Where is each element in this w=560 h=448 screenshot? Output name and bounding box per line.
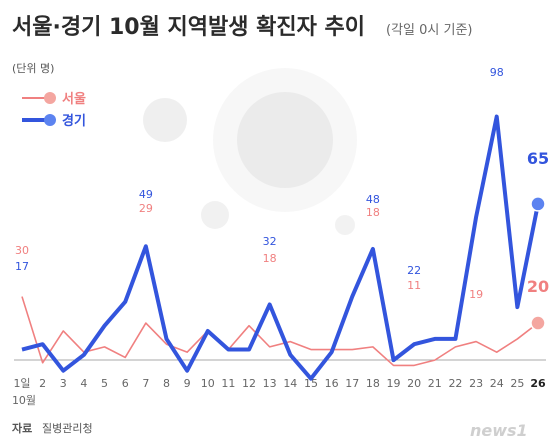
x-tick-label: 15 — [304, 377, 318, 390]
source-label: 자료 — [12, 421, 32, 435]
source-name: 질병관리청 — [42, 422, 93, 435]
virus-small-icon — [201, 201, 229, 229]
legend-marker-seoul — [44, 92, 56, 104]
x-tick-label: 3 — [60, 377, 67, 390]
data-label-seoul: 29 — [139, 202, 153, 215]
x-tick-label: 5 — [101, 377, 108, 390]
legend-marker-gyeonggi — [44, 114, 56, 126]
data-label-gyeonggi: 32 — [263, 235, 277, 248]
x-tick-label: 1일 — [13, 376, 30, 390]
x-tick-label: 16 — [325, 377, 339, 390]
data-labels: 30 29 18 18 11 19 20 17 49 32 48 22 98 65 — [15, 66, 549, 301]
data-label-seoul: 30 — [15, 244, 29, 257]
legend-label-seoul: 서울 — [62, 91, 86, 107]
virus-small-icon — [335, 215, 355, 235]
x-tick-label: 20 — [407, 377, 421, 390]
virus-small-icon — [143, 98, 187, 142]
x-axis-ticks: 1일 2 3 4 5 6 7 8 9 10 11 12 13 14 15 16 17 18 19 20 21 22 23 24… — [13, 376, 546, 390]
data-label-gyeonggi: 17 — [15, 260, 29, 273]
data-label-seoul: 11 — [407, 279, 421, 292]
series-group — [21, 114, 546, 381]
x-tick-label: 13 — [263, 377, 277, 390]
virus-decoration — [143, 68, 357, 235]
x-tick-label: 22 — [448, 377, 462, 390]
data-label-seoul: 19 — [469, 288, 483, 301]
x-tick-label: 26 — [530, 377, 546, 390]
x-tick-label: 11 — [221, 377, 235, 390]
x-tick-label: 21 — [428, 377, 442, 390]
end-marker-seoul — [530, 315, 546, 331]
virus-large-icon — [237, 92, 333, 188]
data-label-gyeonggi: 48 — [366, 193, 380, 206]
x-tick-label: 8 — [163, 377, 170, 390]
x-tick-label: 12 — [242, 377, 256, 390]
data-label-seoul: 18 — [263, 252, 277, 265]
end-marker-gyeonggi — [530, 196, 546, 212]
unit-label: (단위 명) — [12, 62, 54, 75]
x-tick-label: 19 — [387, 377, 401, 390]
data-label-gyeonggi: 49 — [139, 188, 153, 201]
x-tick-label: 25 — [510, 377, 524, 390]
chart-subtitle: (각일 0시 기준) — [386, 23, 472, 38]
x-tick-label: 9 — [184, 377, 191, 390]
x-tick-label: 7 — [142, 377, 149, 390]
x-tick-label: 17 — [345, 377, 359, 390]
data-label-gyeonggi: 65 — [527, 149, 549, 168]
series-line-seoul — [21, 296, 539, 367]
data-label-gyeonggi: 22 — [407, 264, 421, 277]
month-label: 10월 — [12, 394, 36, 407]
x-tick-label: 23 — [469, 377, 483, 390]
series-line-gyeonggi — [21, 114, 540, 381]
x-tick-label: 2 — [39, 377, 46, 390]
chart-title: 서울·경기 10월 지역발생 확진자 추이 — [12, 15, 365, 40]
data-label-seoul: 18 — [366, 206, 380, 219]
x-tick-label: 18 — [366, 377, 380, 390]
x-tick-label: 10 — [201, 377, 215, 390]
data-label-gyeonggi: 98 — [490, 66, 504, 79]
x-tick-label: 4 — [80, 377, 87, 390]
news1-logo: news1 — [470, 421, 528, 440]
data-label-seoul: 20 — [527, 277, 549, 296]
x-tick-label: 24 — [490, 377, 504, 390]
legend: 서울 경기 — [22, 91, 86, 129]
x-tick-label: 6 — [122, 377, 129, 390]
x-tick-label: 14 — [283, 377, 297, 390]
legend-label-gyeonggi: 경기 — [62, 113, 86, 129]
